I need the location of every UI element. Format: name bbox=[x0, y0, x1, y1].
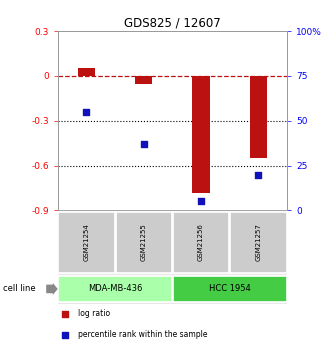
Bar bbox=[173, 276, 286, 302]
Text: GSM21255: GSM21255 bbox=[141, 224, 147, 261]
Point bbox=[62, 332, 67, 337]
Point bbox=[84, 109, 89, 115]
Bar bbox=[173, 212, 229, 273]
Text: log ratio: log ratio bbox=[79, 309, 111, 318]
Bar bbox=[192, 76, 210, 193]
Text: percentile rank within the sample: percentile rank within the sample bbox=[79, 330, 208, 339]
Text: HCC 1954: HCC 1954 bbox=[209, 284, 251, 294]
Bar bbox=[58, 276, 172, 302]
Text: MDA-MB-436: MDA-MB-436 bbox=[88, 284, 142, 294]
Bar bbox=[230, 212, 286, 273]
Point bbox=[62, 311, 67, 317]
Text: GSM21256: GSM21256 bbox=[198, 224, 204, 261]
Title: GDS825 / 12607: GDS825 / 12607 bbox=[124, 17, 221, 30]
Bar bbox=[78, 68, 95, 76]
Text: cell line: cell line bbox=[3, 284, 36, 294]
Point bbox=[198, 199, 204, 204]
Bar bbox=[250, 76, 267, 158]
Point bbox=[141, 141, 147, 147]
Bar bbox=[135, 76, 152, 84]
Bar bbox=[115, 212, 172, 273]
Text: GSM21254: GSM21254 bbox=[83, 224, 89, 261]
Point bbox=[256, 172, 261, 177]
Text: GSM21257: GSM21257 bbox=[255, 224, 261, 261]
Bar bbox=[58, 212, 115, 273]
